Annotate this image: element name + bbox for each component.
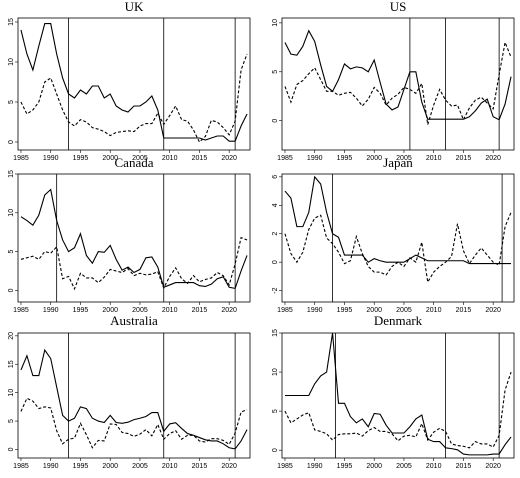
series-line (20, 348, 248, 450)
x-tick-label: 2005 (396, 307, 412, 314)
y-tick-label: 6 (272, 175, 279, 179)
x-tick-label: 2010 (162, 155, 178, 162)
y-tick-label: 5 (8, 419, 15, 423)
y-tick-label: 15 (8, 18, 15, 26)
y-tick-label: 5 (8, 250, 15, 254)
chart-title: Japan (383, 155, 413, 170)
chart-title: Canada (115, 155, 154, 170)
x-tick-label: 2010 (426, 155, 442, 162)
x-tick-label: 2005 (132, 155, 148, 162)
y-tick-label: 0 (272, 260, 279, 264)
y-tick-label: 10 (8, 58, 15, 66)
x-tick-label: 2020 (221, 463, 237, 470)
x-tick-label: 2010 (426, 307, 442, 314)
plot-frame (17, 332, 251, 459)
x-tick-label: 1990 (307, 307, 323, 314)
x-tick-label: 1985 (13, 463, 29, 470)
y-tick-label: 0 (272, 448, 279, 452)
y-tick-label: 10 (8, 209, 15, 217)
x-tick-label: 1995 (337, 307, 353, 314)
x-tick-label: 2000 (366, 463, 382, 470)
y-tick-label: 20 (8, 332, 15, 340)
x-tick-label: 1985 (277, 155, 293, 162)
chart-title: Denmark (374, 313, 423, 328)
x-tick-label: 2020 (485, 307, 501, 314)
plot-frame (281, 332, 515, 459)
series-line (284, 40, 512, 125)
chart-title: Australia (110, 313, 158, 328)
y-tick-label: 0 (8, 140, 15, 144)
y-tick-label: 2 (272, 232, 279, 236)
y-tick-label: 10 (8, 389, 15, 397)
x-tick-label: 2020 (221, 155, 237, 162)
x-tick-label: 2010 (426, 463, 442, 470)
x-tick-label: 2005 (396, 155, 412, 162)
x-tick-label: 2020 (485, 463, 501, 470)
x-tick-label: 2020 (221, 307, 237, 314)
x-tick-label: 1985 (277, 463, 293, 470)
series-line (284, 371, 512, 449)
y-tick-label: 0 (272, 119, 279, 123)
y-tick-label: 5 (272, 409, 279, 413)
x-tick-label: 1985 (13, 155, 29, 162)
x-tick-label: 2015 (192, 307, 208, 314)
series-line (284, 212, 512, 284)
series-line (284, 29, 512, 121)
series-line (20, 236, 248, 291)
x-tick-label: 2005 (132, 307, 148, 314)
y-tick-label: 15 (8, 170, 15, 178)
series-line (20, 23, 248, 142)
x-tick-label: 1995 (73, 307, 89, 314)
x-tick-label: 1995 (337, 463, 353, 470)
x-tick-label: 2015 (192, 463, 208, 470)
x-tick-label: 2015 (456, 155, 472, 162)
x-tick-label: 1990 (43, 307, 59, 314)
x-tick-label: 1990 (307, 463, 323, 470)
x-tick-label: 2000 (366, 155, 382, 162)
x-tick-label: 1985 (13, 307, 29, 314)
x-tick-label: 2000 (102, 463, 118, 470)
x-tick-label: 2000 (102, 155, 118, 162)
y-tick-label: 15 (8, 360, 15, 368)
series-line (284, 332, 512, 456)
x-tick-label: 2000 (366, 307, 382, 314)
y-tick-label: 5 (8, 100, 15, 104)
x-tick-label: 1995 (73, 155, 89, 162)
x-tick-label: 2015 (192, 155, 208, 162)
y-tick-label: 15 (272, 329, 279, 337)
y-tick-label: -2 (272, 287, 279, 293)
plot-frame (281, 17, 515, 151)
x-tick-label: 2015 (456, 307, 472, 314)
x-tick-label: 1990 (43, 155, 59, 162)
x-tick-label: 2005 (396, 463, 412, 470)
y-tick-label: 4 (272, 203, 279, 207)
series-line (20, 397, 248, 449)
x-tick-label: 2000 (102, 307, 118, 314)
plot-frame (17, 17, 251, 151)
chart-title: US (390, 0, 407, 14)
x-tick-label: 2015 (456, 463, 472, 470)
x-tick-label: 2005 (132, 463, 148, 470)
y-tick-label: 0 (8, 288, 15, 292)
y-tick-label: 10 (272, 19, 279, 27)
x-tick-label: 2020 (485, 155, 501, 162)
x-tick-label: 1985 (277, 307, 293, 314)
chart-title: UK (125, 0, 144, 14)
y-tick-label: 0 (8, 447, 15, 451)
x-tick-label: 2010 (162, 307, 178, 314)
plot-frame (17, 173, 251, 303)
x-tick-label: 1990 (43, 463, 59, 470)
series-line (20, 53, 248, 143)
series-line (20, 188, 248, 290)
y-tick-label: 5 (272, 70, 279, 74)
x-tick-label: 2010 (162, 463, 178, 470)
plot-frame (281, 173, 515, 303)
series-line (284, 175, 512, 265)
x-tick-label: 1995 (337, 155, 353, 162)
x-tick-label: 1995 (73, 463, 89, 470)
y-tick-label: 10 (272, 368, 279, 376)
x-tick-label: 1990 (307, 155, 323, 162)
